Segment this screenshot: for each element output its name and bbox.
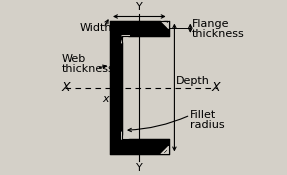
Polygon shape bbox=[122, 36, 129, 43]
Text: X: X bbox=[61, 81, 70, 94]
Text: x: x bbox=[102, 94, 108, 104]
Text: Web: Web bbox=[62, 54, 86, 64]
Polygon shape bbox=[110, 21, 168, 154]
Text: Fillet: Fillet bbox=[190, 110, 216, 120]
Polygon shape bbox=[161, 21, 168, 28]
Text: Width: Width bbox=[80, 23, 113, 33]
Text: Flange: Flange bbox=[192, 19, 229, 29]
Text: Y: Y bbox=[136, 2, 143, 12]
Text: Depth: Depth bbox=[176, 76, 210, 86]
Text: X: X bbox=[212, 81, 220, 94]
Text: thickness: thickness bbox=[192, 29, 245, 39]
Text: thickness: thickness bbox=[62, 64, 115, 74]
Polygon shape bbox=[161, 147, 168, 154]
Polygon shape bbox=[122, 132, 129, 139]
Text: radius: radius bbox=[190, 120, 225, 130]
Text: Y: Y bbox=[136, 163, 143, 173]
